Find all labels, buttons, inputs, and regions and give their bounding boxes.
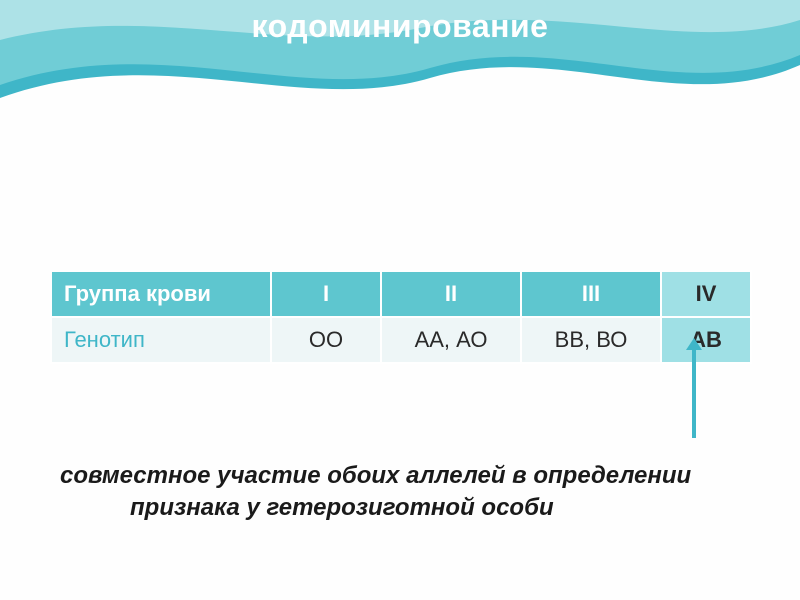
blood-group-table: Группа крови I II III IV Генотип ОО АА, … [50, 270, 752, 364]
col-header-IV: IV [661, 271, 751, 317]
blood-group-table-wrap: Группа крови I II III IV Генотип ОО АА, … [50, 270, 750, 364]
caption-line2: признака у гетерозиготной особи [60, 492, 740, 524]
col-header-group: Группа крови [51, 271, 271, 317]
cell-III: ВВ, ВО [521, 317, 661, 363]
table-data-row: Генотип ОО АА, АО ВВ, ВО АВ [51, 317, 751, 363]
table-header-row: Группа крови I II III IV [51, 271, 751, 317]
col-header-I: I [271, 271, 381, 317]
definition-caption: совместное участие обоих аллелей в опред… [60, 460, 740, 525]
row-label-genotype: Генотип [51, 317, 271, 363]
caption-line1: совместное участие обоих аллелей в опред… [60, 462, 691, 489]
col-header-III: III [521, 271, 661, 317]
col-header-II: II [381, 271, 521, 317]
slide-title: кодоминирование [0, 8, 800, 45]
cell-II: АА, АО [381, 317, 521, 363]
header-wave: кодоминирование [0, 0, 800, 130]
cell-IV-highlight: АВ [661, 317, 751, 363]
pointer-arrow [692, 348, 696, 438]
cell-I: ОО [271, 317, 381, 363]
